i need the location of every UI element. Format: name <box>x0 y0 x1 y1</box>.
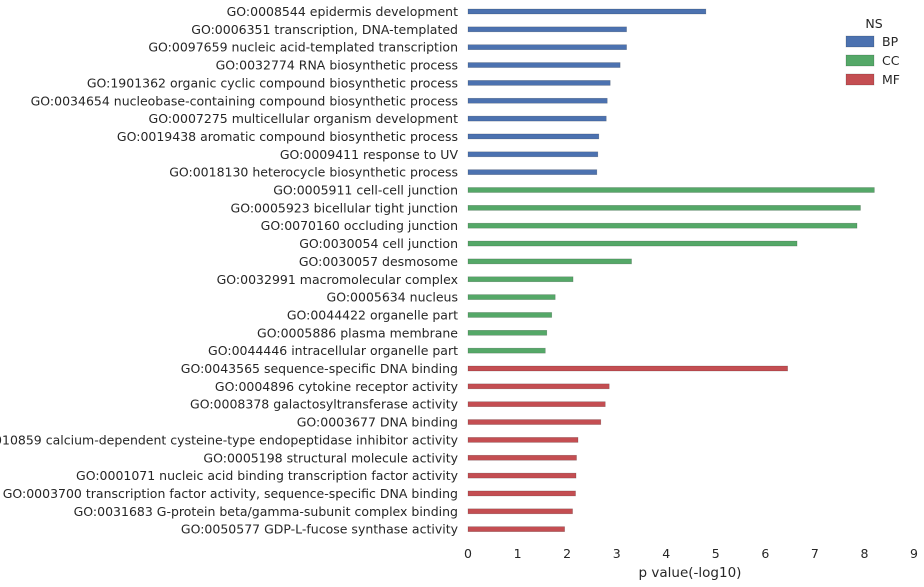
x-tick-label: 7 <box>811 546 819 561</box>
bar-cc <box>467 258 632 265</box>
bar-mf <box>467 472 577 479</box>
bar-bp <box>467 26 627 33</box>
legend-swatch-cc <box>845 54 875 67</box>
bar-bp <box>467 169 598 175</box>
bar-cc <box>467 329 548 336</box>
category-label: GO:0006351 transcription, DNA-templated <box>191 22 458 37</box>
category-label: GO:0003700 transcription factor activity… <box>3 486 458 501</box>
bar-cc <box>467 240 798 247</box>
bar-bp <box>467 62 621 68</box>
bar-mf <box>467 454 577 461</box>
bars <box>467 8 875 532</box>
bar-bp <box>467 80 611 86</box>
category-label: GO:0030057 desmosome <box>299 254 458 269</box>
bar-mf <box>467 419 602 425</box>
bar-bp <box>467 151 599 158</box>
category-label: GO:0019438 aromatic compound biosyntheti… <box>117 129 458 144</box>
category-label: GO:0032991 macromolecular complex <box>217 272 458 287</box>
legend: NS BP CC MF <box>845 16 900 87</box>
category-label: GO:0004896 cytokine receptor activity <box>215 379 459 394</box>
category-label: GO:0003677 DNA binding <box>297 415 458 430</box>
bar-mf <box>467 401 606 408</box>
bar-cc <box>467 222 858 229</box>
legend-label-cc: CC <box>882 53 900 68</box>
category-labels: GO:0008544 epidermis development GO:00063… <box>0 4 459 537</box>
bar-bp <box>467 97 608 104</box>
category-label: GO:0005198 structural molecule activity <box>203 450 458 465</box>
x-tick-label: 3 <box>613 546 621 561</box>
category-label: GO:0008378 galactosyltransferase activit… <box>190 397 459 412</box>
category-label: GO:0005886 plasma membrane <box>257 325 458 340</box>
bar-mf <box>467 508 573 515</box>
bar-cc <box>467 347 546 354</box>
bar-mf <box>467 490 576 497</box>
category-label: GO:0009411 response to UV <box>280 147 459 162</box>
legend-swatch-bp <box>845 35 875 48</box>
category-label: GO:0044422 organelle part <box>287 307 458 322</box>
bar-mf <box>467 365 788 372</box>
x-tick-label: 6 <box>761 546 769 561</box>
category-label: GO:0005923 bicellular tight junction <box>231 200 458 215</box>
category-label: GO:0032774 RNA biosynthetic process <box>216 58 458 73</box>
legend-label-bp: BP <box>882 34 899 49</box>
legend-title: NS <box>865 16 882 31</box>
x-tick-label: 8 <box>860 546 868 561</box>
x-axis-ticks: 0 1 2 3 4 5 6 7 8 9 <box>464 546 918 561</box>
category-label: GO:0050577 GDP-L-fucose synthase activit… <box>181 522 459 537</box>
category-label: GO:0043565 sequence-specific DNA binding <box>181 361 458 376</box>
category-label: GO:0008544 epidermis development <box>227 4 458 19</box>
legend-label-mf: MF <box>882 72 900 87</box>
x-tick-label: 4 <box>662 546 670 561</box>
x-tick-label: 0 <box>464 546 472 561</box>
category-label: GO:0034654 nucleobase-containing compoun… <box>31 93 458 108</box>
category-label: GO:0097659 nucleic acid-templated transc… <box>148 40 458 55</box>
bar-cc <box>467 187 875 193</box>
bar-cc <box>467 294 556 300</box>
bar-cc <box>467 205 861 211</box>
bar-mf <box>467 526 565 532</box>
category-label: GO:0070160 occluding junction <box>261 218 458 233</box>
bar-mf <box>467 383 610 390</box>
category-label: GO:0044446 intracellular organelle part <box>208 343 458 358</box>
category-label: GO:0030054 cell junction <box>299 236 458 251</box>
legend-swatch-mf <box>845 73 875 86</box>
bar-mf <box>467 437 579 443</box>
x-tick-label: 1 <box>514 546 522 561</box>
x-tick-label: 5 <box>712 546 720 561</box>
category-label: GO:0001071 nucleic acid binding transcri… <box>76 468 459 483</box>
category-label: GO:0005634 nucleus <box>327 290 458 305</box>
category-label: GO:1901362 organic cyclic compound biosy… <box>87 75 458 90</box>
bar-bp <box>467 8 707 15</box>
category-label: GO:0005911 cell-cell junction <box>273 183 458 198</box>
bar-bp <box>467 115 607 122</box>
category-label: GO:0010859 calcium-dependent cysteine-ty… <box>0 432 459 447</box>
category-label: GO:0018130 heterocycle biosynthetic proc… <box>169 165 458 180</box>
bar-bp <box>467 133 600 140</box>
x-tick-label: 9 <box>910 546 918 561</box>
bar-bp <box>467 44 627 51</box>
category-label: GO:0007275 multicellular organism develo… <box>149 111 459 126</box>
x-axis-title: p value(-log10) <box>639 565 742 581</box>
bar-cc <box>467 312 553 318</box>
x-tick-label: 2 <box>563 546 571 561</box>
category-label: GO:0031683 G-protein beta/gamma-subunit … <box>74 504 458 519</box>
bar-cc <box>467 276 574 283</box>
